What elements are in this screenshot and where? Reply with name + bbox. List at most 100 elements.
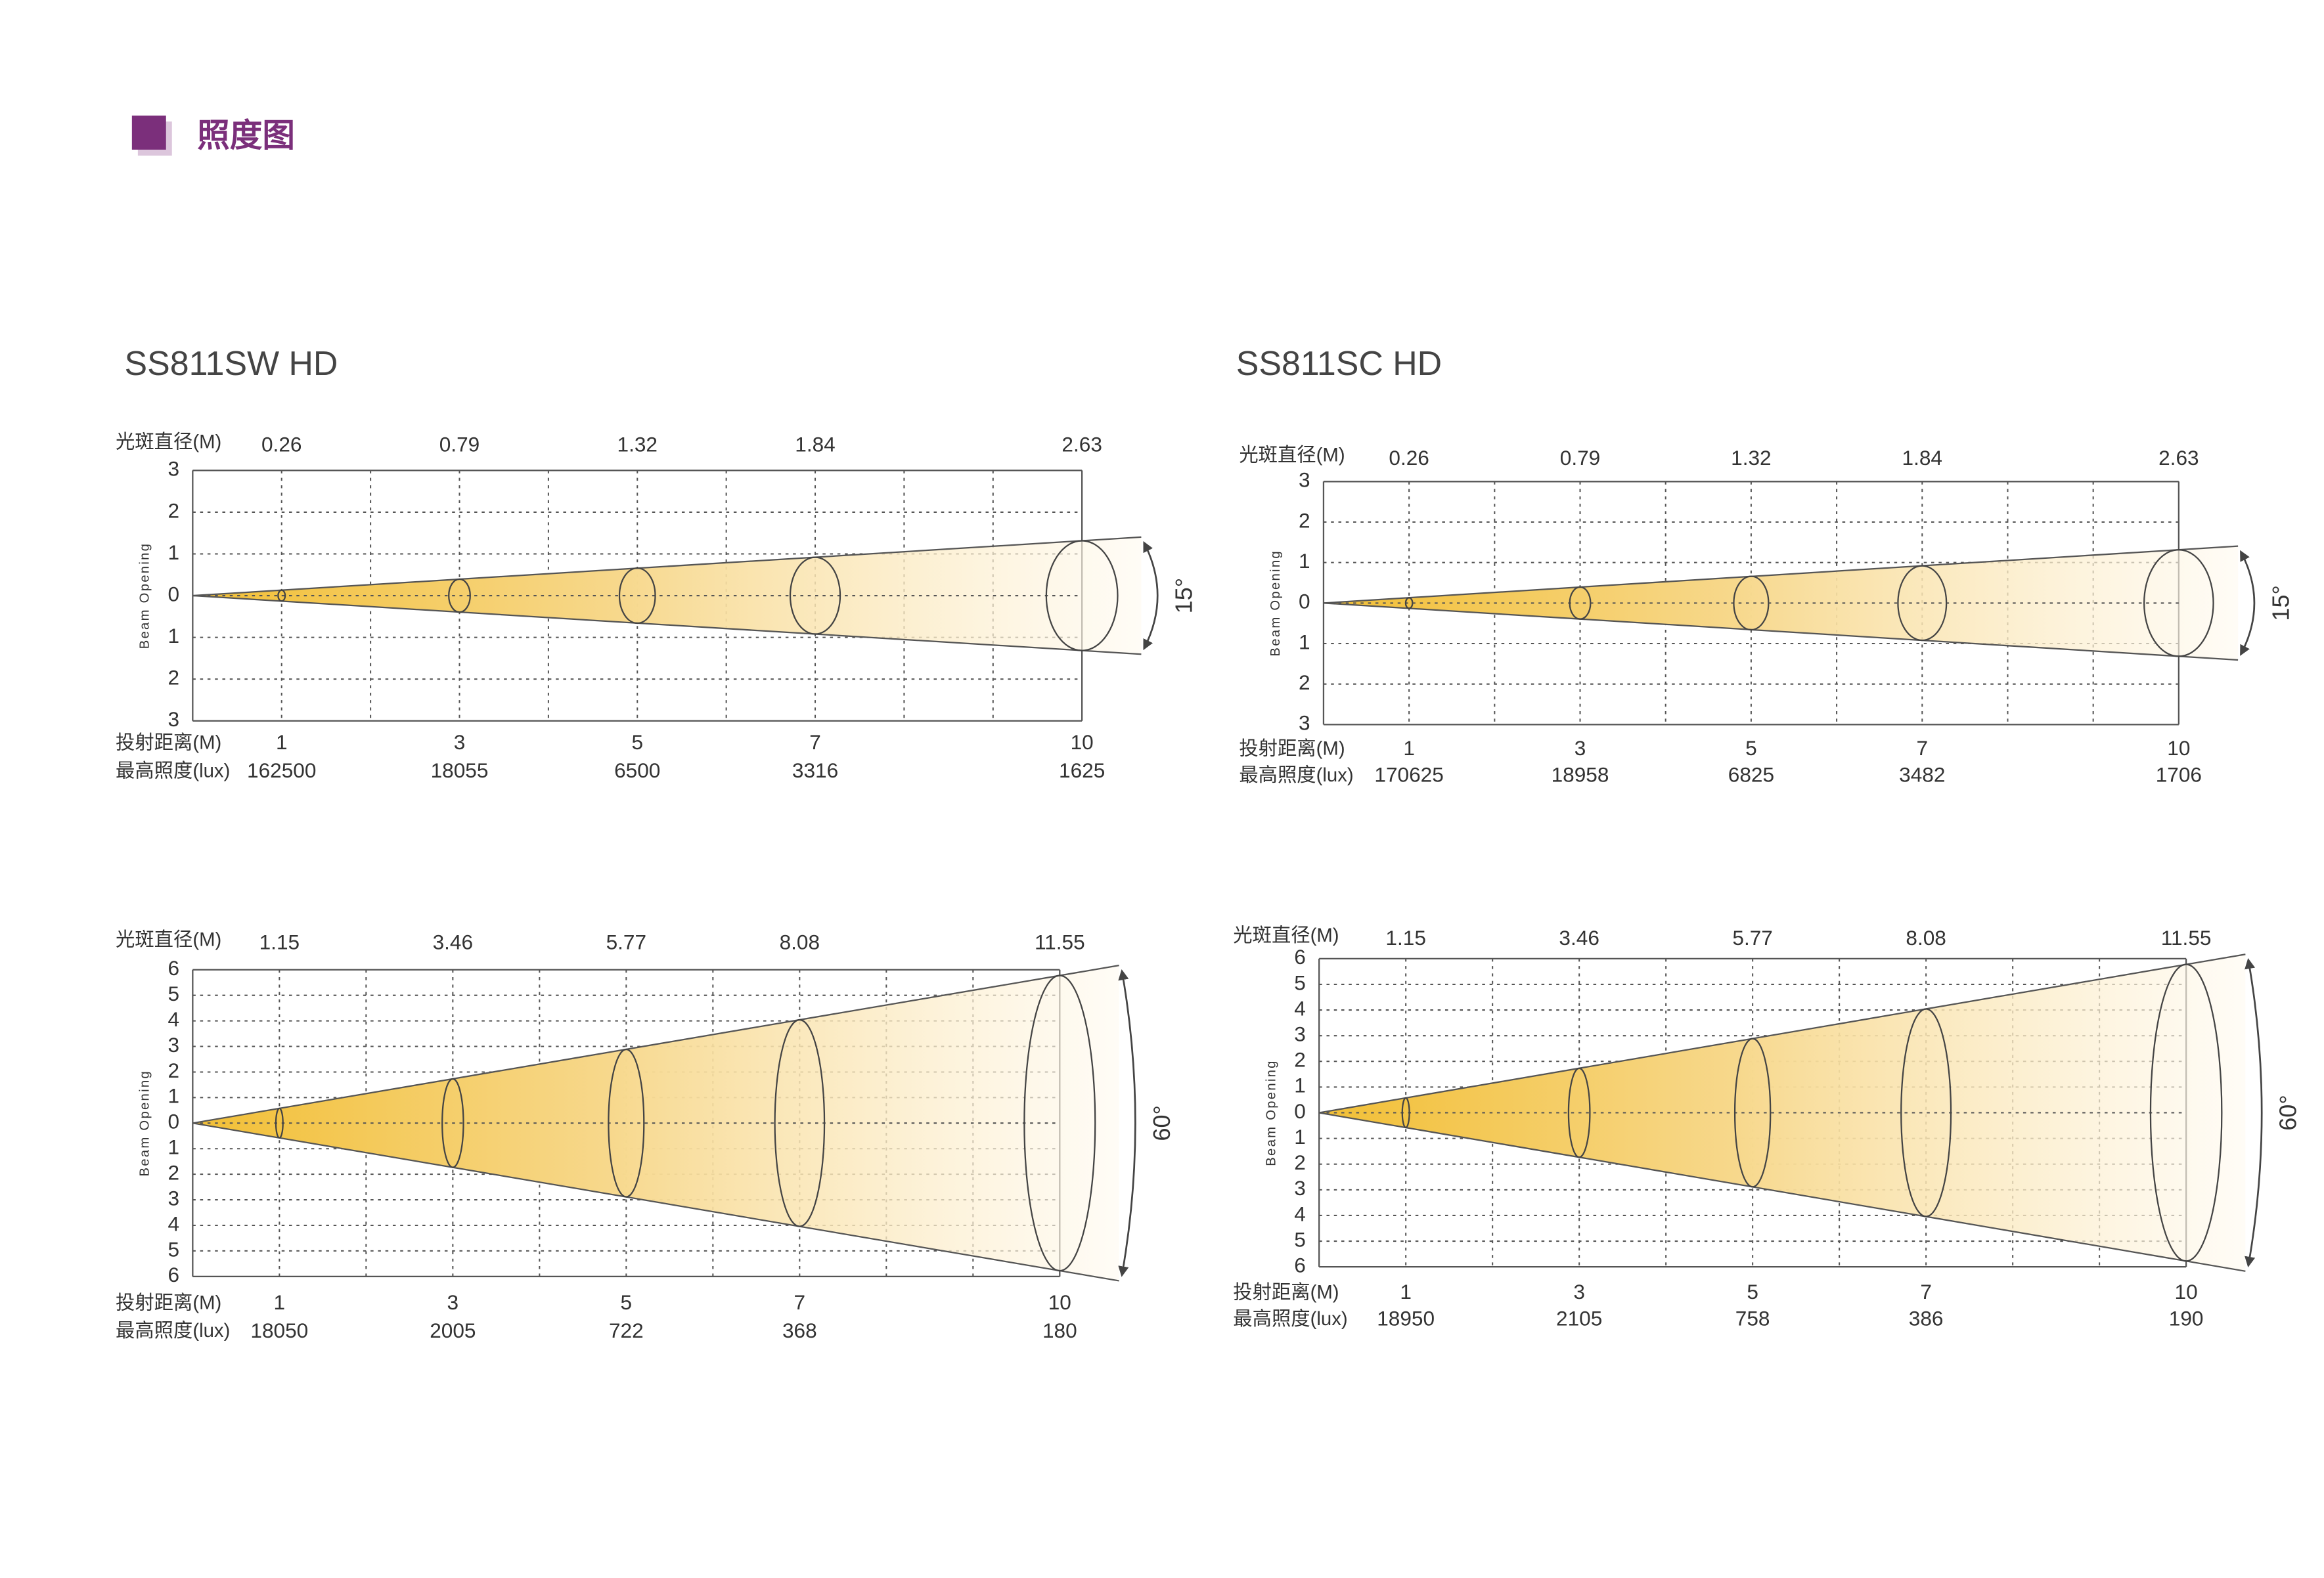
y-tick-label: 0	[168, 1110, 179, 1133]
axis-label: Beam Opening	[1264, 1059, 1278, 1166]
diameter-value: 2.63	[2158, 446, 2199, 470]
header-icon	[131, 115, 166, 150]
beam-cone	[192, 965, 1119, 1281]
distance-value: 7	[1920, 1280, 1932, 1304]
beam-spot	[618, 567, 656, 625]
y-tick-label: 5	[1294, 971, 1306, 994]
beam-spot	[441, 1078, 464, 1168]
distance-value: 7	[809, 730, 821, 754]
diameter-value: 1.32	[1731, 446, 1771, 470]
angle-arrow	[1143, 541, 1159, 651]
beam-spot	[1045, 540, 1119, 651]
y-tick-label: 0	[168, 582, 179, 605]
beam-spot	[1900, 1008, 1952, 1217]
beam-spot	[2143, 549, 2214, 657]
distance-value: 7	[1916, 736, 1928, 760]
distance-value: 10	[1071, 730, 1094, 754]
lux-value: 162500	[247, 758, 316, 782]
distance-label: 投射距离(M)	[116, 1292, 221, 1313]
y-tick-label: 3	[1294, 1022, 1306, 1046]
angle-arrow	[2245, 958, 2263, 1267]
panel-title: SS811SC HD	[1236, 344, 1442, 382]
y-tick-label: 0	[1294, 1099, 1306, 1123]
beam-spot	[1023, 975, 1096, 1272]
y-tick-label: 2	[168, 498, 179, 522]
distance-label: 投射距离(M)	[116, 732, 221, 753]
diameter-value: 0.79	[1560, 446, 1600, 470]
cone-edge	[192, 536, 1142, 597]
y-tick-label: 1	[168, 1135, 179, 1159]
distance-value: 10	[2167, 736, 2190, 760]
angle-arrow	[2240, 550, 2256, 656]
lux-value: 170625	[1374, 763, 1443, 787]
y-tick-label: 5	[168, 982, 179, 1005]
lux-label: 最高照度(lux)	[1239, 764, 1353, 786]
y-tick-label: 1	[1299, 630, 1310, 653]
cone-edge	[192, 965, 1119, 1124]
y-tick-label: 3	[168, 707, 179, 731]
distance-label: 投射距离(M)	[1233, 1282, 1339, 1304]
distance-value: 1	[1403, 736, 1415, 760]
diameter-value: 1.32	[617, 433, 658, 456]
lux-value: 3316	[792, 758, 838, 782]
y-tick-label: 4	[1294, 996, 1306, 1020]
lux-value: 18958	[1552, 763, 1609, 787]
distance-value: 1	[274, 1290, 286, 1314]
distance-label: 投射距离(M)	[1239, 737, 1345, 759]
y-tick-label: 3	[1299, 468, 1310, 492]
distance-value: 5	[1745, 736, 1757, 760]
cone-edge	[1323, 545, 2239, 604]
cone-edge	[192, 594, 1142, 655]
beam-spot	[1733, 1038, 1772, 1188]
beam-spot	[1404, 597, 1414, 609]
y-tick-label: 1	[168, 540, 179, 564]
lux-label: 最高照度(lux)	[116, 1320, 230, 1342]
panel-title: SS811SW HD	[125, 344, 338, 382]
lux-value: 2005	[430, 1319, 476, 1342]
lux-value: 2105	[1556, 1307, 1602, 1330]
y-tick-label: 6	[168, 956, 179, 980]
diameter-label: 光斑直径(M)	[1239, 445, 1345, 466]
beam-spot	[1569, 586, 1592, 620]
beam-diagram: 6543210123456光斑直径(M)投射距离(M)最高照度(lux)Beam…	[116, 929, 1175, 1342]
diameter-value: 5.77	[606, 931, 646, 954]
distance-value: 3	[454, 730, 466, 754]
diameter-value: 1.84	[795, 433, 835, 456]
axis-label: Beam Opening	[1268, 550, 1283, 656]
angle-label: 15°	[1171, 578, 1197, 614]
y-tick-label: 4	[168, 1212, 179, 1235]
y-tick-label: 3	[168, 1033, 179, 1057]
distance-value: 5	[1747, 1280, 1758, 1304]
y-tick-label: 3	[1294, 1176, 1306, 1200]
y-tick-label: 0	[1299, 590, 1310, 613]
beam-spot	[789, 556, 841, 635]
y-tick-label: 5	[168, 1237, 179, 1261]
lux-value: 368	[782, 1319, 817, 1342]
beam-spot	[448, 578, 471, 613]
lux-value: 1706	[2156, 763, 2202, 787]
diameter-value: 3.46	[433, 931, 473, 954]
axis-label: Beam Opening	[138, 1070, 152, 1176]
diameter-label: 光斑直径(M)	[1233, 925, 1339, 946]
y-tick-label: 1	[168, 624, 179, 647]
diameter-value: 0.26	[261, 433, 302, 456]
y-tick-label: 4	[168, 1007, 179, 1031]
lux-value: 18055	[431, 758, 489, 782]
distance-value: 10	[1048, 1290, 1071, 1314]
header-title: 照度图	[197, 117, 295, 154]
beam-spot	[2149, 963, 2223, 1262]
cone-edge	[1318, 953, 2246, 1114]
y-tick-label: 3	[168, 457, 179, 481]
lux-label: 最高照度(lux)	[1233, 1308, 1347, 1330]
y-tick-label: 1	[1294, 1125, 1306, 1149]
y-tick-label: 1	[168, 1084, 179, 1108]
lux-value: 18950	[1377, 1307, 1435, 1330]
y-tick-label: 2	[168, 1059, 179, 1082]
cone-edge	[1323, 602, 2239, 661]
distance-value: 1	[276, 730, 288, 754]
angle-label: 60°	[1148, 1105, 1175, 1141]
y-tick-label: 6	[1294, 945, 1306, 969]
diameter-value: 1.84	[1902, 446, 1942, 470]
